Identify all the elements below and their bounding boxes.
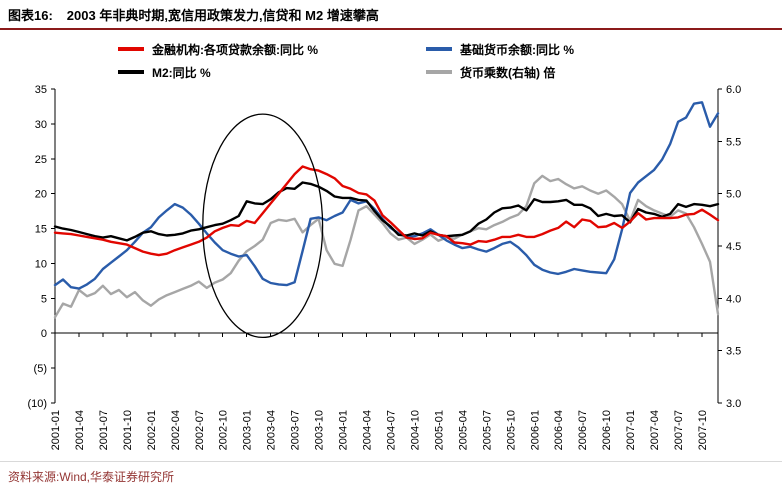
legend-swatch-loans-yoy bbox=[118, 47, 144, 51]
x-axis-tick-label: 2004-10 bbox=[409, 410, 421, 450]
y-axis-left-tick-label: 10 bbox=[35, 258, 47, 270]
x-axis-tick-label: 2001-10 bbox=[122, 410, 134, 450]
y-axis-left-tick-label: 35 bbox=[35, 84, 47, 96]
y-axis-right-tick-label: 5.5 bbox=[726, 136, 741, 148]
x-axis-tick-label: 2007-10 bbox=[697, 410, 709, 450]
y-axis-right-tick-label: 5.0 bbox=[726, 189, 741, 201]
x-axis-tick-label: 2002-10 bbox=[218, 410, 230, 450]
x-axis-tick-label: 2001-04 bbox=[74, 410, 86, 450]
chart-area: 35 30 25 20 15 10 5 0 (5) (10) 6.0 5.5 5.0 4.5 4.0 3.5 3… bbox=[0, 83, 782, 459]
money-multiplier-line bbox=[53, 174, 720, 319]
x-axis-tick-label: 2001-07 bbox=[98, 410, 110, 450]
chart-title: 2003 年非典时期,宽信用政策发力,信贷和 M2 增速攀高 bbox=[66, 8, 379, 23]
y-axis-right-tick-label: 3.5 bbox=[726, 346, 741, 358]
x-axis-tick-label: 2007-01 bbox=[625, 410, 637, 450]
legend-swatch-m2-yoy bbox=[118, 70, 144, 74]
x-axis-tick-label: 2003-10 bbox=[314, 410, 326, 450]
legend-swatch-money-multiplier bbox=[426, 70, 452, 74]
chart-plot: 35 30 25 20 15 10 5 0 (5) (10) 6.0 5.5 5.0 4.5 4.0 3.5 3… bbox=[27, 84, 741, 450]
y-axis-left-tick-label: 20 bbox=[35, 189, 47, 201]
x-axis-tick-label: 2007-07 bbox=[673, 410, 685, 450]
legend-item-money-multiplier: 货币乘数(右轴) 倍 bbox=[426, 63, 782, 81]
base-money-yoy-line bbox=[53, 101, 720, 290]
y-axis-right-tick-label: 6.0 bbox=[726, 84, 741, 96]
y-axis-left-tick-label: (5) bbox=[34, 363, 47, 375]
x-axis-tick-label: 2006-07 bbox=[577, 410, 589, 450]
y-axis-left-tick-label: 30 bbox=[35, 119, 47, 131]
x-axis-tick-label: 2002-04 bbox=[170, 410, 182, 450]
chart-number-tag: 图表16: bbox=[8, 8, 53, 23]
legend-label: M2:同比 % bbox=[152, 65, 211, 80]
loans-yoy-line bbox=[53, 165, 720, 257]
axes: 35 30 25 20 15 10 5 0 (5) (10) 6.0 5.5 5.0 4.5 4.0 3.5 3… bbox=[27, 84, 741, 450]
x-axis-tick-label: 2004-04 bbox=[362, 410, 374, 450]
x-axis-tick-label: 2006-04 bbox=[553, 410, 565, 450]
x-axis-tick-label: 2003-04 bbox=[266, 410, 278, 450]
y-axis-left-tick-label: 5 bbox=[41, 293, 47, 305]
y-axis-left-tick-label: 0 bbox=[41, 328, 47, 340]
y-axis-left-tick-label: 15 bbox=[35, 224, 47, 236]
m2-yoy-line bbox=[53, 181, 720, 242]
y-axis-right-tick-label: 3.0 bbox=[726, 398, 741, 410]
x-axis-tick-label: 2002-01 bbox=[146, 410, 158, 450]
x-axis-tick-label: 2005-10 bbox=[505, 410, 517, 450]
legend-label: 货币乘数(右轴) 倍 bbox=[460, 65, 556, 80]
x-axis-tick-label: 2005-07 bbox=[481, 410, 493, 450]
y-axis-left-tick-label: 25 bbox=[35, 154, 47, 166]
x-axis-tick-label: 2001-01 bbox=[50, 410, 62, 450]
x-axis-tick-label: 2007-04 bbox=[649, 410, 661, 450]
x-axis-tick-label: 2006-01 bbox=[529, 410, 541, 450]
source-note: 资料来源:Wind,华泰证券研究所 bbox=[0, 461, 782, 485]
legend-item-base-money-yoy: 基础货币余额:同比 % bbox=[426, 40, 782, 58]
legend: 金融机构:各项贷款余额:同比 % 基础货币余额:同比 % M2:同比 % 货币乘数(右… bbox=[118, 40, 782, 81]
x-axis-tick-label: 2003-07 bbox=[290, 410, 302, 450]
x-axis-tick-label: 2005-01 bbox=[433, 410, 445, 450]
legend-swatch-base-money-yoy bbox=[426, 47, 452, 51]
legend-label: 基础货币余额:同比 % bbox=[460, 42, 575, 57]
y-axis-right-tick-label: 4.5 bbox=[726, 241, 741, 253]
legend-item-m2-yoy: M2:同比 % bbox=[118, 63, 426, 81]
legend-item-loans-yoy: 金融机构:各项贷款余额:同比 % bbox=[118, 40, 426, 58]
legend-label: 金融机构:各项贷款余额:同比 % bbox=[152, 42, 318, 57]
x-axis-tick-label: 2004-07 bbox=[385, 410, 397, 450]
x-axis-tick-label: 2006-10 bbox=[601, 410, 613, 450]
x-axis-tick-label: 2005-04 bbox=[457, 410, 469, 450]
x-axis-tick-label: 2002-07 bbox=[194, 410, 206, 450]
x-axis-tick-label: 2004-01 bbox=[338, 410, 350, 450]
x-axis-tick-label: 2003-01 bbox=[242, 410, 254, 450]
chart-header: 图表16: 2003 年非典时期,宽信用政策发力,信贷和 M2 增速攀高 bbox=[0, 0, 782, 30]
sars-period-annotation-ellipse bbox=[202, 113, 324, 339]
y-axis-left-tick-label: (10) bbox=[27, 398, 47, 410]
y-axis-right-tick-label: 4.0 bbox=[726, 293, 741, 305]
